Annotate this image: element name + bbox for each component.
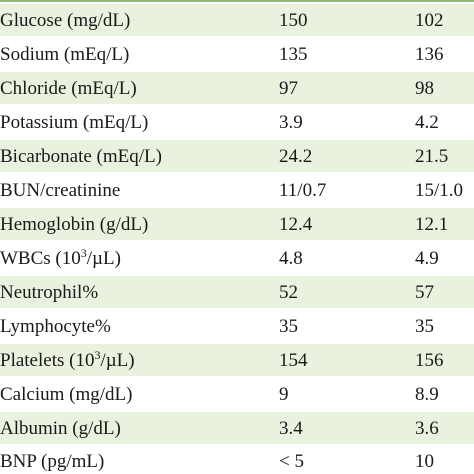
value-column-1: 3.9 [279, 111, 303, 133]
value-column-2: 15/1.0 [415, 179, 464, 201]
row-label: BNP (pg/mL) [0, 450, 105, 472]
value-column-2: 21.5 [415, 145, 449, 167]
value-column-2: 4.2 [415, 111, 439, 133]
value-column-1: 154 [279, 349, 308, 371]
table-row: Chloride (mEq/L) 97 98 [0, 72, 474, 104]
value-column-2: 12.1 [415, 213, 449, 235]
value-column-1: 3.4 [279, 417, 303, 439]
table-row: Lymphocyte% 35 35 [0, 310, 474, 342]
table-row: Calcium (mg/dL) 9 8.9 [0, 378, 474, 410]
value-column-2: 136 [415, 43, 444, 65]
value-column-2: 8.9 [415, 383, 439, 405]
table-row: BUN/creatinine 11/0.7 15/1.0 [0, 174, 474, 206]
value-column-2: 10 [415, 450, 434, 472]
value-column-2: 156 [415, 349, 444, 371]
table-row: Platelets (103/µL) 154 156 [0, 344, 474, 376]
row-label: Albumin (g/dL) [0, 417, 121, 439]
value-column-1: 150 [279, 9, 308, 31]
table-row: Albumin (g/dL) 3.4 3.6 [0, 412, 474, 444]
value-column-1: 35 [279, 315, 298, 337]
value-column-1: 11/0.7 [279, 179, 327, 201]
value-column-1: 97 [279, 77, 298, 99]
value-column-1: 4.8 [279, 247, 303, 269]
value-column-1: 52 [279, 281, 298, 303]
row-label: Lymphocyte% [0, 315, 111, 337]
value-column-2: 57 [415, 281, 434, 303]
table-row: BNP (pg/mL) < 5 10 [0, 445, 474, 474]
row-label-superscript: 3 [80, 245, 87, 260]
value-column-2: 3.6 [415, 417, 439, 439]
row-label: Neutrophil% [0, 281, 99, 303]
table-row: Hemoglobin (g/dL) 12.4 12.1 [0, 208, 474, 240]
value-column-2: 35 [415, 315, 434, 337]
row-label-text: WBCs (10 [0, 247, 81, 269]
value-column-2: 98 [415, 77, 434, 99]
value-column-1: 12.4 [279, 213, 313, 235]
table-row: WBCs (103/µL) 4.8 4.9 [0, 242, 474, 274]
table-row: Potassium (mEq/L) 3.9 4.2 [0, 106, 474, 138]
row-label: WBCs (103/µL) [0, 245, 121, 269]
table-row: Neutrophil% 52 57 [0, 276, 474, 308]
value-column-2: 4.9 [415, 247, 439, 269]
row-label: Potassium (mEq/L) [0, 111, 149, 133]
row-label: Hemoglobin (g/dL) [0, 213, 149, 235]
row-label: Calcium (mg/dL) [0, 383, 133, 405]
value-column-2: 102 [415, 9, 444, 31]
value-column-1: 9 [279, 383, 289, 405]
row-label: BUN/creatinine [0, 179, 121, 201]
row-label: Bicarbonate (mEq/L) [0, 145, 162, 167]
row-label: Sodium (mEq/L) [0, 43, 130, 65]
table-row: Bicarbonate (mEq/L) 24.2 21.5 [0, 140, 474, 172]
row-label-text: Platelets (10 [0, 349, 95, 371]
table-row: Glucose (mg/dL) 150 102 [0, 4, 474, 36]
value-column-1: < 5 [279, 450, 304, 472]
row-label: Platelets (103/µL) [0, 347, 135, 371]
table-row: Sodium (mEq/L) 135 136 [0, 38, 474, 70]
row-label: Chloride (mEq/L) [0, 77, 137, 99]
value-column-1: 135 [279, 43, 308, 65]
row-label-superscript: 3 [94, 347, 101, 362]
value-column-1: 24.2 [279, 145, 313, 167]
row-label: Glucose (mg/dL) [0, 9, 131, 31]
row-label-unit: /µL) [86, 247, 121, 269]
row-label-unit: /µL) [100, 349, 135, 371]
